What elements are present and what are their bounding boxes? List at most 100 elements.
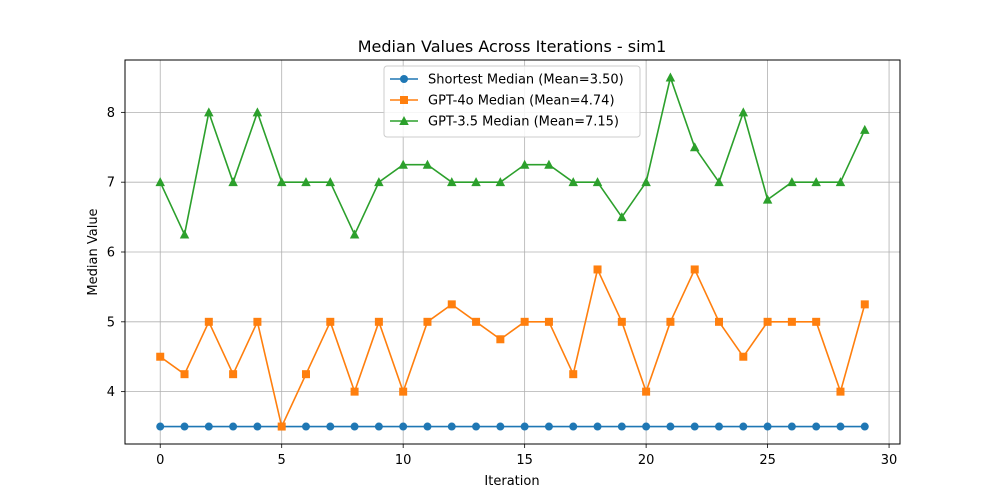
data-point bbox=[860, 300, 869, 309]
y-tick-label: 6 bbox=[107, 246, 115, 261]
data-point bbox=[617, 422, 626, 431]
legend-entry: GPT-3.5 Median (Mean=7.15) bbox=[390, 115, 619, 130]
data-point bbox=[690, 422, 699, 431]
legend-box bbox=[383, 65, 641, 138]
data-point bbox=[715, 317, 724, 326]
data-point bbox=[447, 177, 457, 187]
data-point bbox=[252, 107, 263, 117]
data-point bbox=[374, 422, 383, 431]
data-point bbox=[666, 422, 675, 431]
legend-label: GPT-3.5 Median (Mean=7.15) bbox=[428, 115, 619, 130]
data-point bbox=[569, 370, 578, 379]
series-layer bbox=[155, 72, 870, 431]
data-point bbox=[374, 177, 384, 187]
data-point bbox=[496, 422, 505, 431]
data-point bbox=[276, 177, 287, 187]
data-point bbox=[835, 177, 846, 187]
chart-title: Median Values Across Iterations - sim1 bbox=[358, 37, 667, 56]
data-point bbox=[617, 317, 626, 326]
data-point bbox=[374, 317, 383, 326]
x-tick-label: 15 bbox=[516, 453, 533, 468]
series-3 bbox=[155, 72, 870, 239]
data-point bbox=[228, 177, 238, 187]
data-point bbox=[472, 317, 481, 326]
data-point bbox=[180, 370, 189, 379]
x-tick-label: 5 bbox=[278, 453, 286, 468]
data-point bbox=[447, 300, 456, 309]
data-point bbox=[665, 72, 676, 82]
x-axis-label: Iteration bbox=[484, 474, 539, 489]
data-point bbox=[787, 177, 797, 187]
legend-marker bbox=[400, 96, 408, 104]
data-point bbox=[423, 422, 432, 431]
legend-label: Shortest Median (Mean=3.50) bbox=[428, 73, 624, 88]
data-point bbox=[739, 352, 748, 361]
legend-label: GPT-4o Median (Mean=4.74) bbox=[428, 94, 615, 109]
data-point bbox=[423, 317, 432, 326]
data-point bbox=[715, 422, 724, 431]
data-point bbox=[180, 422, 189, 431]
data-point bbox=[544, 159, 554, 169]
data-point bbox=[325, 177, 336, 187]
x-tick-label: 30 bbox=[881, 453, 898, 468]
legend-marker bbox=[400, 75, 408, 83]
data-point bbox=[204, 422, 213, 431]
data-point bbox=[447, 422, 456, 431]
y-tick-label: 7 bbox=[107, 176, 115, 191]
data-point bbox=[544, 422, 553, 431]
data-point bbox=[301, 370, 310, 379]
data-point bbox=[229, 370, 238, 379]
legend-marker bbox=[399, 116, 409, 125]
y-axis-ticks: 4 5 6 7 8 bbox=[107, 106, 125, 400]
data-point bbox=[666, 317, 675, 326]
data-point bbox=[592, 177, 603, 187]
data-point bbox=[301, 422, 310, 431]
data-point bbox=[762, 194, 773, 204]
data-point bbox=[738, 107, 749, 117]
data-point bbox=[787, 317, 796, 326]
x-tick-label: 0 bbox=[156, 453, 164, 468]
data-point bbox=[593, 422, 602, 431]
data-point bbox=[812, 422, 821, 431]
data-point bbox=[860, 422, 869, 431]
data-point bbox=[472, 422, 481, 431]
data-point bbox=[326, 422, 335, 431]
x-tick-label: 10 bbox=[395, 453, 412, 468]
data-point bbox=[812, 317, 821, 326]
data-point bbox=[253, 317, 262, 326]
x-tick-label: 25 bbox=[759, 453, 776, 468]
data-point bbox=[155, 177, 165, 187]
data-point bbox=[787, 422, 796, 431]
data-point bbox=[229, 422, 238, 431]
data-point bbox=[422, 159, 433, 169]
data-point bbox=[350, 387, 359, 396]
data-point bbox=[520, 317, 529, 326]
data-point bbox=[350, 422, 359, 431]
data-point bbox=[179, 229, 190, 239]
data-point bbox=[520, 422, 529, 431]
data-point bbox=[690, 265, 699, 274]
y-tick-label: 4 bbox=[107, 385, 115, 400]
data-point bbox=[569, 422, 578, 431]
data-point bbox=[204, 107, 214, 117]
data-point bbox=[204, 317, 213, 326]
data-point bbox=[739, 422, 748, 431]
data-point bbox=[277, 422, 286, 431]
data-point bbox=[763, 317, 772, 326]
data-point bbox=[399, 422, 408, 431]
legend-entry: GPT-4o Median (Mean=4.74) bbox=[390, 94, 615, 109]
data-point bbox=[156, 352, 165, 361]
y-tick-label: 8 bbox=[107, 106, 115, 121]
data-point bbox=[156, 422, 165, 431]
data-point bbox=[398, 159, 408, 169]
data-point bbox=[860, 124, 870, 134]
data-point bbox=[641, 177, 651, 187]
data-point bbox=[811, 177, 821, 187]
x-tick-label: 20 bbox=[638, 453, 655, 468]
data-point bbox=[836, 387, 845, 396]
data-point bbox=[496, 335, 505, 344]
data-point bbox=[349, 229, 360, 239]
legend-entry: Shortest Median (Mean=3.50) bbox=[390, 73, 624, 88]
data-point bbox=[544, 317, 553, 326]
